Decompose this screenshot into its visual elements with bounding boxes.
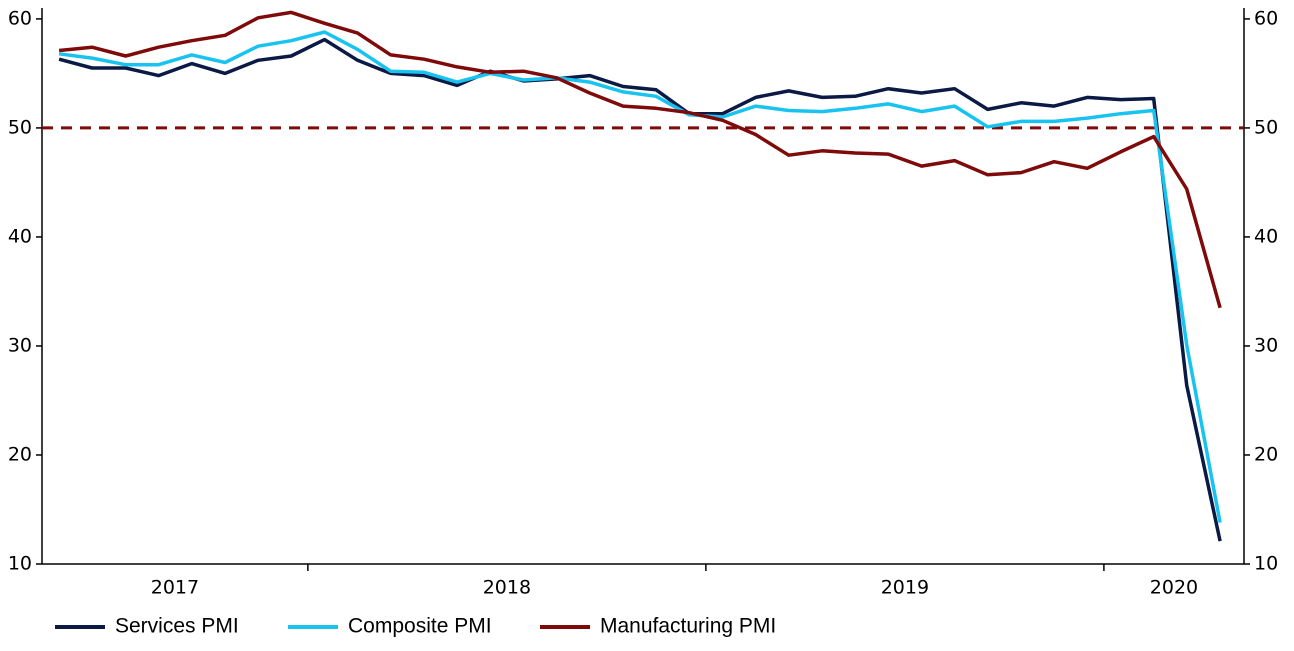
series-line [58,10,1222,309]
x-tick-label: 2019 [881,577,929,599]
y2-tick-label: 10 [1254,553,1278,575]
y2-tick-label: 60 [1254,7,1278,29]
x-tick-label: 2020 [1150,577,1198,599]
y-tick-label: 10 [8,553,32,575]
series-line [58,37,1222,542]
y-tick-label: 40 [8,225,32,247]
x-tick-label: 2018 [483,577,531,599]
y-tick-label: 30 [8,334,32,356]
x-tick-label: 2017 [151,577,199,599]
y-tick-label: 20 [8,443,32,465]
y2-tick-label: 20 [1254,443,1278,465]
y2-tick-label: 40 [1254,225,1278,247]
series-line [58,30,1222,523]
legend-label: Manufacturing PMI [600,615,776,638]
y2-tick-label: 50 [1254,116,1278,138]
legend-label: Services PMI [115,615,239,638]
legend-label: Composite PMI [348,615,492,638]
y-tick-label: 60 [8,7,32,29]
y2-tick-label: 30 [1254,334,1278,356]
y-tick-label: 50 [8,116,32,138]
